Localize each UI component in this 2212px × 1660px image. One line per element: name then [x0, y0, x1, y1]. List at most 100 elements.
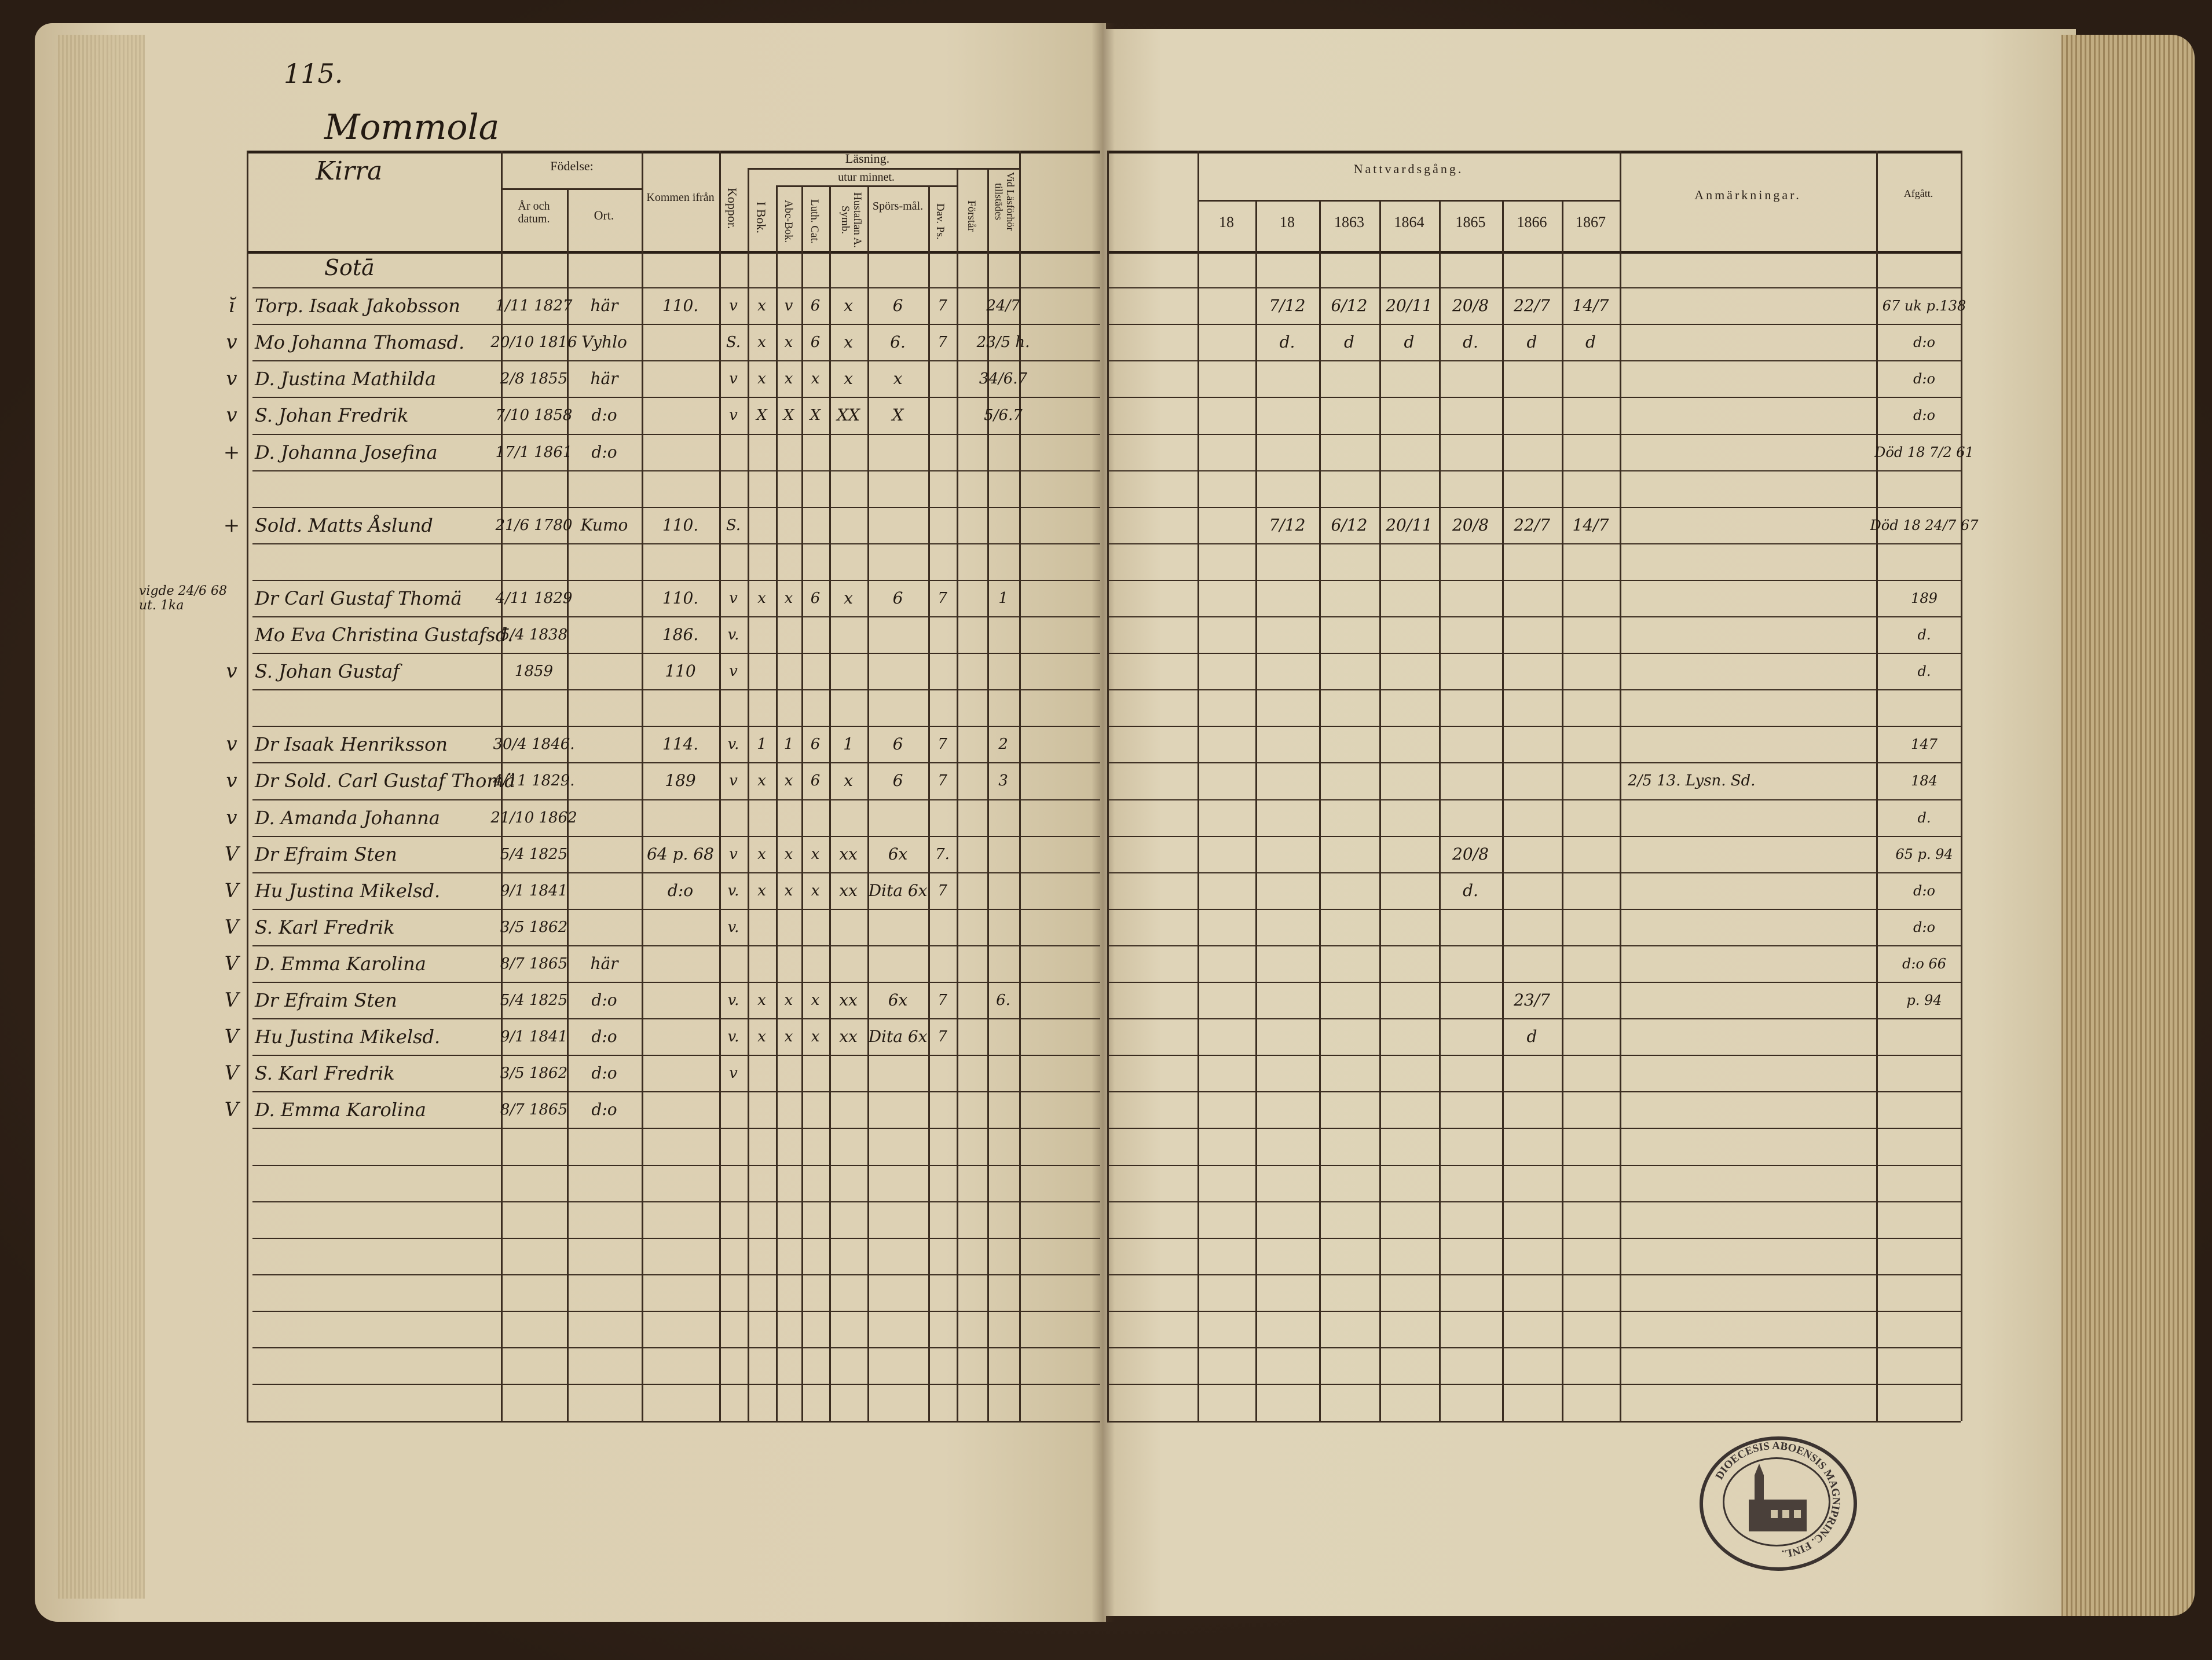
departed-cell: 184 [1911, 772, 1938, 789]
born-cell: 7/10 1858 [495, 406, 573, 424]
margin-mark: v [226, 732, 237, 756]
margin-mark: v [226, 403, 237, 427]
margin-mark: + [223, 440, 240, 464]
row-rule [252, 1091, 1100, 1092]
from-cell: 110 [665, 661, 696, 681]
column-rule [957, 168, 958, 1421]
row-rule [1107, 434, 1961, 435]
row-rule [252, 1128, 1100, 1129]
born-cell: 30/4 1846. [493, 735, 575, 753]
vid-cell: 5/6.7 [984, 406, 1023, 424]
born-cell: 4/11 1829. [493, 772, 575, 789]
column-rule [1562, 200, 1563, 1421]
departed-cell: 189 [1911, 590, 1938, 606]
koppor-cell: v. [727, 918, 739, 936]
dav-cell: 7. [935, 845, 950, 863]
column-rule [1379, 200, 1381, 1421]
row-rule [1107, 836, 1961, 837]
luth-cell: 6 [810, 772, 821, 789]
left-page-edges [58, 35, 145, 1599]
dav-cell: 7 [937, 735, 947, 753]
row-rule [1107, 1165, 1961, 1166]
vid-cell: 24/7 [986, 297, 1020, 315]
row-rule [252, 1274, 1100, 1275]
header-bottom-rule-right [1107, 251, 1961, 254]
departed-cell: 67 uk p.138 [1882, 297, 1966, 314]
luth-cell: 6 [810, 589, 821, 607]
column-rule [928, 185, 930, 1421]
koppor-cell: v. [727, 882, 739, 900]
column-rule [1502, 200, 1504, 1421]
row-rule [252, 287, 1100, 288]
village-name: Mommola [324, 107, 500, 148]
name-cell: Dr Efraim Sten [255, 843, 397, 865]
abe-cell: v [784, 297, 793, 315]
row-rule [1107, 945, 1961, 946]
luth-cell: 6 [810, 333, 821, 351]
row-rule [1107, 287, 1961, 288]
ibok-cell: x [757, 297, 766, 315]
hust-cell: x [844, 332, 853, 352]
hust-cell: x [844, 369, 853, 389]
row-rule [1107, 1347, 1961, 1348]
header-reading: Läsning. [845, 151, 890, 166]
spors-cell: 6 [892, 771, 903, 791]
header-in-book: I Bok. [754, 201, 769, 233]
name-cell: Hu Justina Mikelsd. [255, 879, 441, 902]
header-by-heart: utur minnet. [838, 171, 895, 184]
born-cell: 17/1 1861 [495, 443, 573, 461]
row-rule [1107, 507, 1961, 508]
from-cell: 110. [662, 515, 699, 535]
row-rule [252, 470, 1100, 471]
spors-cell: X [892, 405, 904, 425]
koppor-cell: v [729, 297, 738, 315]
ibok-cell: x [757, 370, 766, 387]
column-rule [642, 151, 643, 1421]
header-abc-book: Abc-Bok. [782, 200, 794, 243]
place-cell: d:o [591, 1100, 617, 1120]
name-cell: Dr Sold. Carl Gustaf Thomä [255, 769, 515, 792]
column-rule [748, 168, 749, 1421]
svg-text:DIOECESIS ABOENSIS MAGNIPRINC.: DIOECESIS ABOENSIS MAGNIPRINC. FINL. [1713, 1440, 1842, 1560]
communion-date-cell: 7/12 [1269, 515, 1306, 535]
row-rule [1107, 616, 1961, 617]
row-rule [1107, 762, 1961, 763]
koppor-cell: S. [726, 333, 741, 351]
departed-cell: d:o 66 [1902, 955, 1947, 972]
communion-date-cell: d [1585, 332, 1596, 352]
table-bottom-rule [247, 1421, 1100, 1423]
communion-date-cell: d. [1463, 332, 1478, 352]
name-cell: D. Amanda Johanna [255, 806, 440, 829]
row-rule [1107, 1274, 1961, 1275]
header-smallpox: Koppor. [725, 188, 740, 229]
row-rule [252, 1238, 1100, 1239]
name-cell: Mo Eva Christina Gustafsd. [255, 623, 514, 646]
born-cell: 3/5 1862 [500, 1064, 568, 1082]
row-rule [1107, 1384, 1961, 1385]
abe-cell: x [784, 772, 793, 789]
row-rule [252, 653, 1100, 654]
born-cell: 9/1 1841 [500, 1028, 568, 1045]
dav-cell: 7 [937, 991, 947, 1009]
row-rule [252, 1347, 1100, 1348]
row-rule [252, 397, 1100, 398]
departed-cell: d:o [1913, 407, 1935, 423]
row-rule [252, 360, 1100, 361]
koppor-cell: v [729, 772, 738, 789]
luth-cell: 6 [810, 735, 821, 753]
name-cell: D. Justina Mathilda [255, 367, 437, 390]
departed-cell: d:o [1913, 919, 1935, 935]
reading-subrule [748, 168, 1019, 170]
section-name: Sotā [324, 255, 375, 280]
name-cell: D. Emma Karolina [255, 952, 426, 975]
place-cell: Vyhlo [581, 332, 627, 352]
name-cell: S. Karl Fredrik [255, 916, 395, 938]
row-rule [1107, 1311, 1961, 1312]
departed-cell: Död 18 7/2 61 [1874, 444, 1974, 460]
row-rule [252, 872, 1100, 873]
communion-date-cell: 14/7 [1572, 296, 1609, 316]
communion-date-cell: 22/7 [1514, 296, 1550, 316]
place-cell: här [590, 954, 618, 974]
row-rule [1107, 1055, 1961, 1056]
row-rule [252, 689, 1100, 690]
